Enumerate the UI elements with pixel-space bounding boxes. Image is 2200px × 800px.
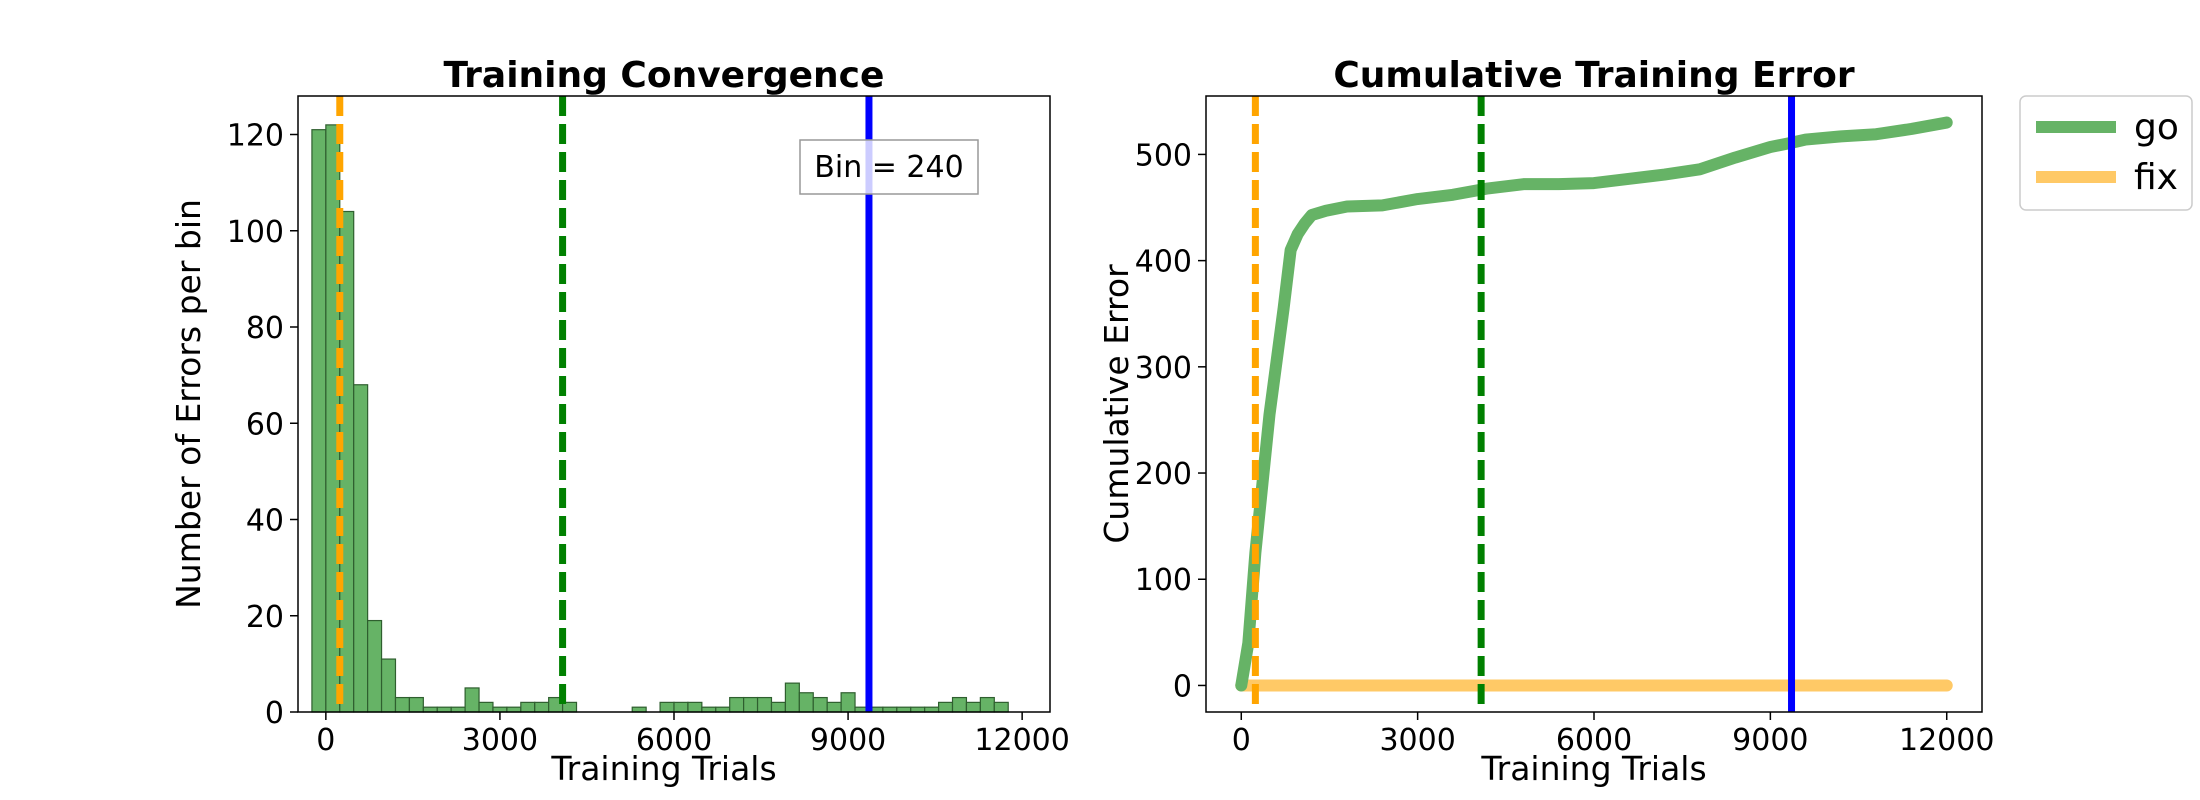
histogram-bar bbox=[729, 696, 745, 713]
cumulative-title: Cumulative Training Error bbox=[1333, 55, 1855, 96]
cumulative-ylabel: Cumulative Error bbox=[1097, 264, 1136, 544]
cumulative-ytick-label: 100 bbox=[1135, 563, 1192, 598]
histogram-bar bbox=[770, 701, 787, 713]
histogram-ytick-label: 120 bbox=[227, 119, 284, 154]
histogram-ytick-label: 0 bbox=[265, 696, 284, 731]
cumulative-ytick-label: 0 bbox=[1173, 669, 1192, 704]
histogram-bar bbox=[784, 682, 800, 713]
histogram-ytick-label: 40 bbox=[246, 504, 284, 539]
histogram-bar bbox=[408, 696, 424, 713]
cumulative-ytick-label: 200 bbox=[1135, 457, 1192, 492]
histogram-bar bbox=[394, 696, 411, 713]
legend: go fix bbox=[2019, 95, 2193, 211]
histogram-bar bbox=[520, 701, 536, 713]
histogram-bar bbox=[380, 658, 397, 713]
histogram-bar bbox=[812, 696, 828, 713]
cumulative-xtick-label: 12000 bbox=[1899, 723, 1994, 758]
series-line-go bbox=[1235, 116, 1953, 692]
histogram-ytick-label: 100 bbox=[227, 215, 284, 250]
histogram-xtick-label: 3000 bbox=[462, 723, 538, 758]
cumulative-ticks: 0 3000 6000 9000 12000 0 100 200 300 400 500 bbox=[1135, 138, 1995, 758]
histogram-bar bbox=[937, 701, 954, 713]
histogram-xtick-label: 6000 bbox=[636, 723, 712, 758]
histogram-xlabel: Training Trials bbox=[550, 749, 776, 788]
histogram-xtick-label: 0 bbox=[316, 723, 335, 758]
histogram-bar bbox=[673, 701, 689, 713]
cumulative-ytick-label: 300 bbox=[1135, 351, 1192, 386]
histogram-bar bbox=[965, 701, 981, 713]
legend-fix-label: fix bbox=[2134, 157, 2178, 198]
bin-annotation-box bbox=[799, 139, 979, 195]
cumulative-xtick-label: 0 bbox=[1232, 723, 1251, 758]
bin-annotation-text: Bin = 240 bbox=[814, 150, 963, 185]
histogram-plot-area bbox=[311, 96, 1009, 713]
cumulative-xtick-label: 6000 bbox=[1556, 723, 1632, 758]
histogram-bar bbox=[534, 701, 550, 713]
histogram-bar bbox=[311, 129, 327, 713]
histogram-bar bbox=[979, 696, 995, 713]
histogram-bar bbox=[687, 701, 703, 713]
cumulative-panel: Cumulative Training Error 0 3000 6000 9000 1… bbox=[1097, 55, 1994, 788]
histogram-bar bbox=[951, 696, 968, 713]
cumulative-ytick-label: 500 bbox=[1135, 138, 1192, 173]
legend-go-label: go bbox=[2134, 107, 2179, 148]
histogram-ylabel: Number of Errors per bin bbox=[169, 199, 208, 609]
histogram-ytick-label: 20 bbox=[246, 600, 284, 635]
histogram-bar bbox=[993, 701, 1009, 713]
histogram-ytick-label: 60 bbox=[246, 407, 284, 442]
cumulative-xlabel: Training Trials bbox=[1480, 749, 1706, 788]
histogram-bar bbox=[478, 701, 494, 713]
histogram-bar bbox=[367, 619, 383, 713]
histogram-panel: Training Convergence 0 3000 6000 9000 120000… bbox=[169, 55, 1070, 788]
bin-annotation: Bin = 240 bbox=[799, 139, 979, 195]
histogram-bar bbox=[464, 687, 480, 713]
histogram-bar bbox=[798, 692, 814, 713]
cumulative-xtick-label: 9000 bbox=[1732, 723, 1808, 758]
histogram-bar bbox=[756, 696, 773, 713]
histogram-title: Training Convergence bbox=[444, 55, 885, 96]
cumulative-plot-area bbox=[1235, 96, 1953, 712]
histogram-bar bbox=[826, 701, 842, 713]
histogram-xtick-label: 9000 bbox=[810, 723, 886, 758]
histogram-bar bbox=[840, 692, 856, 713]
histogram-ytick-label: 80 bbox=[246, 311, 284, 346]
histogram-bar bbox=[743, 696, 759, 713]
histogram-bar bbox=[659, 701, 675, 713]
cumulative-xtick-label: 3000 bbox=[1379, 723, 1455, 758]
histogram-xtick-label: 12000 bbox=[974, 723, 1069, 758]
histogram-bar bbox=[353, 384, 369, 713]
cumulative-ytick-label: 400 bbox=[1135, 245, 1192, 280]
histogram-ticks: 0 3000 6000 9000 12000 0 20 40 60 80 100 120 bbox=[227, 119, 1070, 759]
